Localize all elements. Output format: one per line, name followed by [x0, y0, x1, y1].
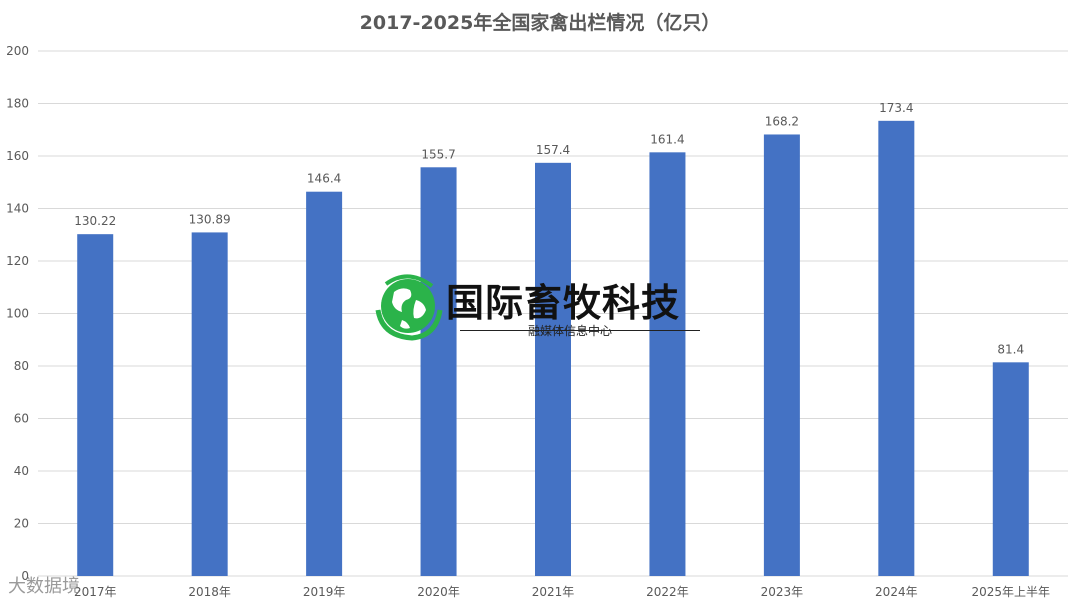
bar-value-label: 146.4 — [307, 172, 341, 186]
bar-value-label: 161.4 — [650, 132, 684, 146]
y-tick-label: 100 — [6, 307, 29, 321]
y-tick-label: 160 — [6, 149, 29, 163]
bar — [420, 167, 457, 576]
watermark-logo-subtext: 融媒体信息中心 — [528, 324, 613, 338]
y-tick-label: 180 — [6, 97, 29, 111]
bar-value-label: 173.4 — [879, 101, 913, 115]
y-tick-label: 60 — [14, 412, 29, 426]
globe-icon — [375, 274, 443, 341]
bar — [763, 134, 800, 576]
bar — [191, 232, 228, 576]
x-tick-label: 2022年 — [646, 585, 689, 599]
bar-value-label: 168.2 — [765, 114, 799, 128]
x-tick-label: 2023年 — [761, 585, 804, 599]
x-tick-label: 2019年 — [303, 585, 346, 599]
watermark-corner-text: 大数据境 — [8, 576, 80, 597]
bar-value-label: 155.7 — [421, 147, 455, 161]
bar — [306, 191, 343, 576]
bars — [77, 120, 1029, 577]
y-axis-ticks: 0 20 40 60 80 100 120 140 160 180 200 — [6, 44, 29, 583]
y-tick-label: 140 — [6, 202, 29, 216]
y-tick-label: 200 — [6, 44, 29, 58]
y-tick-label: 120 — [6, 254, 29, 268]
x-tick-label: 2021年 — [532, 585, 575, 599]
y-tick-label: 20 — [14, 517, 29, 531]
bar-value-label: 130.89 — [189, 212, 231, 226]
bar — [878, 120, 915, 576]
y-tick-label: 0 — [21, 569, 29, 583]
y-tick-label: 40 — [14, 464, 29, 478]
bar — [535, 162, 571, 576]
watermark-divider — [460, 330, 700, 331]
bar — [649, 152, 686, 576]
x-tick-label: 2020年 — [417, 585, 460, 599]
bar — [992, 362, 1029, 576]
chart-title: 2017-2025年全国家禽出栏情况（亿只） — [359, 12, 721, 34]
y-tick-label: 80 — [14, 359, 29, 373]
watermark-logo-text: 国际畜牧科技 — [446, 281, 681, 325]
watermark-logo: 国际畜牧科技 融媒体信息中心 — [372, 270, 717, 342]
x-tick-label: 2024年 — [875, 585, 918, 599]
x-tick-label: 2017年 — [74, 585, 117, 599]
bar-value-label: 130.22 — [74, 214, 116, 228]
x-tick-label: 2025年上半年 — [972, 585, 1051, 599]
bar-value-label: 157.4 — [536, 143, 570, 157]
x-axis-ticks: 2017年 2018年 2019年 2020年 2021年 2022年 2023年 2024年… — [74, 585, 1050, 599]
x-tick-label: 2018年 — [188, 585, 231, 599]
data-labels: 130.22 130.89 146.4 155.7 157.4 161.4 168.2 173… — [74, 101, 1024, 357]
bar-value-label: 81.4 — [997, 342, 1024, 356]
bar — [77, 234, 114, 577]
